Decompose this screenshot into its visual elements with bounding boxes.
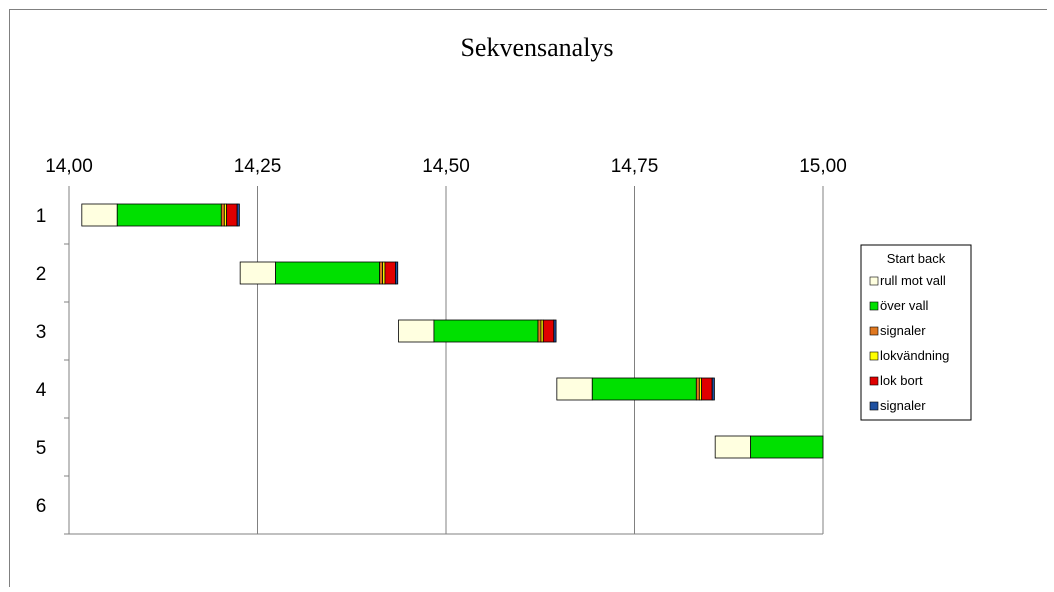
x-tick-label: 14,50 (422, 156, 470, 177)
bar-segment (714, 435, 752, 459)
bar-segment (239, 261, 276, 285)
y-tick-label: 1 (36, 206, 47, 227)
bar-segment (695, 377, 700, 401)
y-tick-label: 3 (36, 322, 47, 343)
legend-swatch (869, 326, 879, 336)
bar-segment (275, 261, 381, 285)
bar-segment (236, 203, 240, 227)
x-tick-label: 15,00 (799, 156, 847, 177)
bar-segment (384, 261, 396, 285)
x-tick-label: 14,00 (45, 156, 93, 177)
bar-segment (433, 319, 539, 343)
legend: Start back rull mot vall över vall signaler… (860, 244, 972, 421)
bar-segment (711, 377, 715, 401)
bar-segment (395, 261, 399, 285)
bar-segment (398, 319, 435, 343)
chart-frame (9, 9, 1047, 587)
bar-segment (542, 319, 555, 343)
bar-segment (226, 203, 238, 227)
bar-segment (556, 377, 593, 401)
bar-segment (537, 319, 542, 343)
gridlines (257, 186, 824, 534)
bars (81, 203, 824, 459)
legend-swatch (869, 351, 879, 361)
bar-segment (750, 435, 824, 459)
legend-swatch (869, 301, 879, 311)
legend-entry: över vall (880, 298, 929, 313)
axes: 14,00 14,25 14,50 14,75 15,00 1 2 3 4 5 6 (36, 156, 847, 535)
bar-segment (379, 261, 384, 285)
bar-segment (553, 319, 557, 343)
bar-segment (591, 377, 697, 401)
legend-swatch (869, 401, 879, 411)
legend-swatch (869, 276, 879, 286)
legend-title: Start back (887, 251, 946, 266)
y-tick-label: 6 (36, 496, 47, 517)
legend-entry: lokvändning (880, 348, 949, 363)
legend-entry: signaler (880, 398, 926, 413)
legend-swatch (869, 376, 879, 386)
legend-entry: lok bort (880, 373, 923, 388)
chart-title: Sekvensanalys (460, 33, 613, 62)
legend-box (860, 244, 972, 421)
legend-entry: rull mot vall (880, 273, 946, 288)
x-tick-label: 14,75 (611, 156, 659, 177)
legend-entry: signaler (880, 323, 926, 338)
y-tick-label: 4 (36, 380, 47, 401)
x-tick-label: 14,25 (234, 156, 282, 177)
bar-segment (81, 203, 118, 227)
bar-segment (116, 203, 222, 227)
y-tick-label: 5 (36, 438, 47, 459)
bar-segment (220, 203, 225, 227)
bar-segment (701, 377, 713, 401)
y-tick-label: 2 (36, 264, 47, 285)
